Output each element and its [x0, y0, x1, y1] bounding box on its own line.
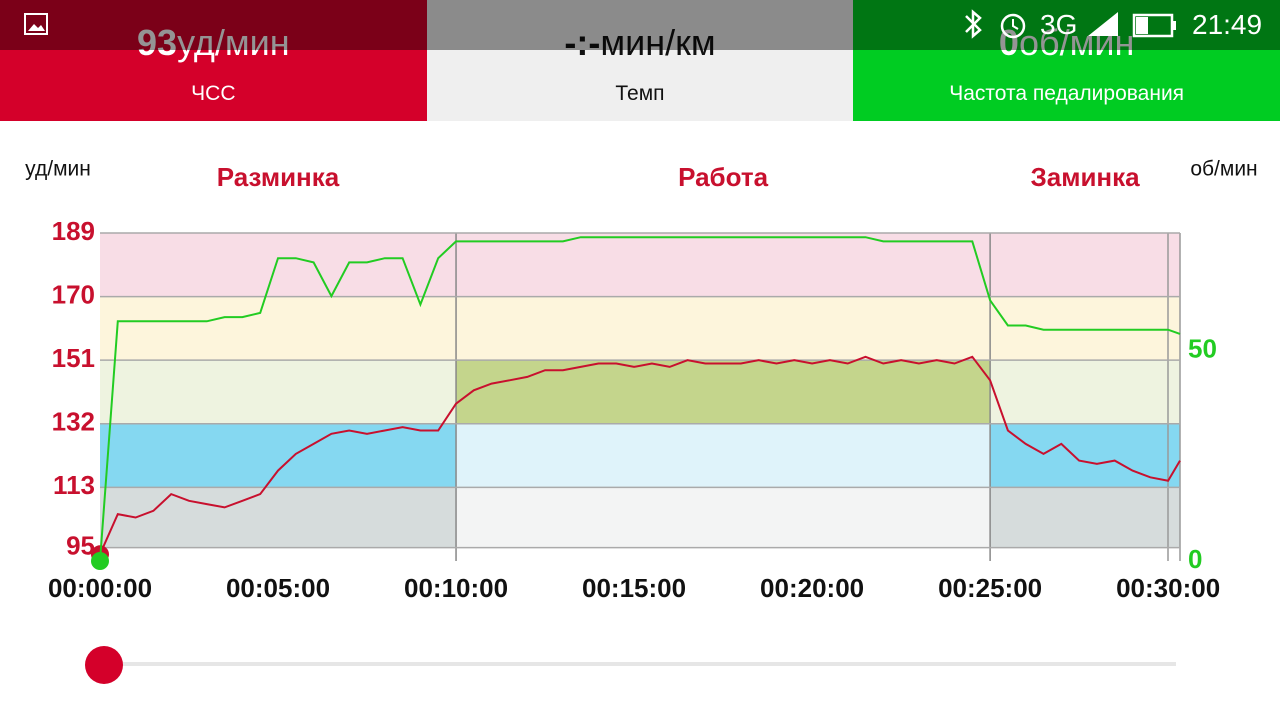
zone-band [456, 296, 991, 361]
zone-band [990, 296, 1180, 361]
start-dot [91, 552, 109, 570]
y-axis-title: уд/мин [25, 158, 91, 181]
battery-tip [1172, 21, 1176, 30]
zone-band [100, 233, 457, 297]
metric-unit: уд/мин [177, 22, 290, 63]
metric-tile: 0об/мин Частота педалирования [853, 0, 1280, 121]
zone-band [990, 233, 1180, 297]
network-type: 3G [1040, 9, 1078, 40]
zone-band [456, 233, 991, 297]
zone-band [456, 487, 991, 548]
y-tick-label: 113 [53, 470, 95, 500]
phase-label: Заминка [1030, 162, 1140, 192]
metric-label: Частота педалирования [949, 82, 1185, 105]
y-tick-label: 95 [66, 530, 95, 560]
bluetooth-icon [965, 9, 982, 39]
series-line [99, 236, 1181, 562]
y-tick-label: 132 [52, 407, 95, 437]
gallery-icon [24, 13, 48, 35]
x-tick-label: 00:15:00 [582, 573, 686, 603]
clock: 21:49 [1192, 9, 1263, 40]
y-tick-label: 189 [52, 216, 95, 246]
metric-label: ЧСС [191, 82, 236, 105]
zone-band [456, 360, 991, 424]
metric-tile: 93уд/мин ЧСС [0, 0, 427, 121]
seek-knob[interactable] [85, 646, 123, 684]
metric-tile: -:-мин/км Темп [426, 0, 854, 121]
metric-number: 93 [137, 22, 178, 63]
y2-tick-label: 50 [1188, 334, 1217, 364]
x-tick-label: 00:25:00 [938, 573, 1042, 603]
zone-band [990, 487, 1180, 548]
metric-number: -:- [564, 22, 601, 63]
y2-tick-label: 0 [1188, 544, 1202, 574]
y-tick-label: 151 [52, 343, 95, 373]
zone-band [100, 296, 457, 361]
zone-band [100, 423, 457, 488]
alarm-icon [1000, 13, 1026, 39]
series-line [99, 355, 1181, 555]
phase-label: Работа [678, 162, 768, 192]
zone-band [990, 360, 1180, 424]
zone-band [100, 487, 457, 548]
signal-icon [1088, 12, 1118, 36]
zone-band [456, 423, 991, 488]
battery-level [1136, 17, 1148, 34]
x-tick-label: 00:20:00 [760, 573, 864, 603]
metric-tiles: 93уд/мин ЧСС -:-мин/км Темп 0об/мин Частота п… [0, 0, 1280, 121]
y2-axis-title: об/мин [1190, 158, 1257, 181]
x-tick-label: 00:30:00 [1116, 573, 1220, 603]
y-tick-label: 170 [52, 279, 95, 309]
status-icons [24, 9, 1176, 39]
x-tick-label: 00:00:00 [48, 573, 152, 603]
metric-unit: мин/км [600, 22, 716, 63]
zone-band [100, 360, 457, 424]
gallery-icon-mark [28, 24, 45, 31]
alarm-hands [1012, 19, 1019, 30]
x-tick-label: 00:05:00 [226, 573, 330, 603]
plot-area [91, 232, 1181, 570]
x-tick-label: 00:10:00 [404, 573, 508, 603]
metric-value: 93уд/мин [0, 22, 427, 64]
metric-label: Темп [615, 82, 665, 105]
status-bar: 3G 21:49 [0, 0, 1280, 50]
metric-value: -:-мин/км [427, 22, 854, 64]
phase-label: Разминка [217, 162, 340, 192]
